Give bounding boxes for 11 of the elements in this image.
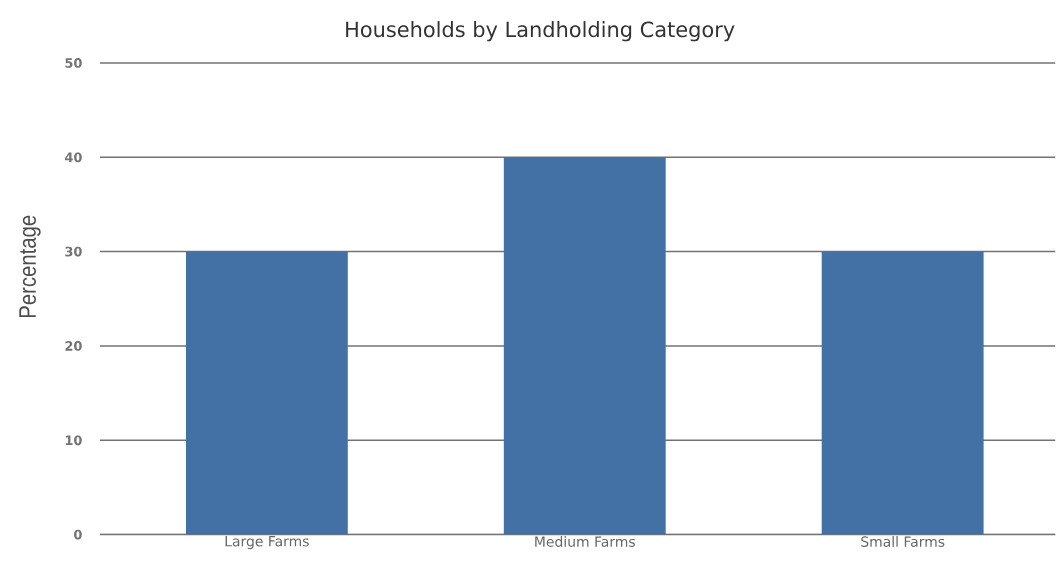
y-tick-label: 10 [65, 435, 82, 446]
y-tick-label: 20 [65, 341, 82, 352]
y-tick-label: 50 [65, 58, 82, 69]
x-tick-label: Large Farms [225, 536, 309, 550]
y-tick-label: 40 [65, 152, 82, 163]
y-axis-title: Percentage [19, 215, 41, 318]
x-tick-label: Small Farms [861, 536, 945, 548]
x-tick-label: Medium Farms [535, 536, 635, 548]
chart-title: Households by Landholding Category [346, 21, 735, 42]
y-tick-label: 0 [74, 529, 82, 540]
y-tick-label: 30 [65, 246, 82, 257]
